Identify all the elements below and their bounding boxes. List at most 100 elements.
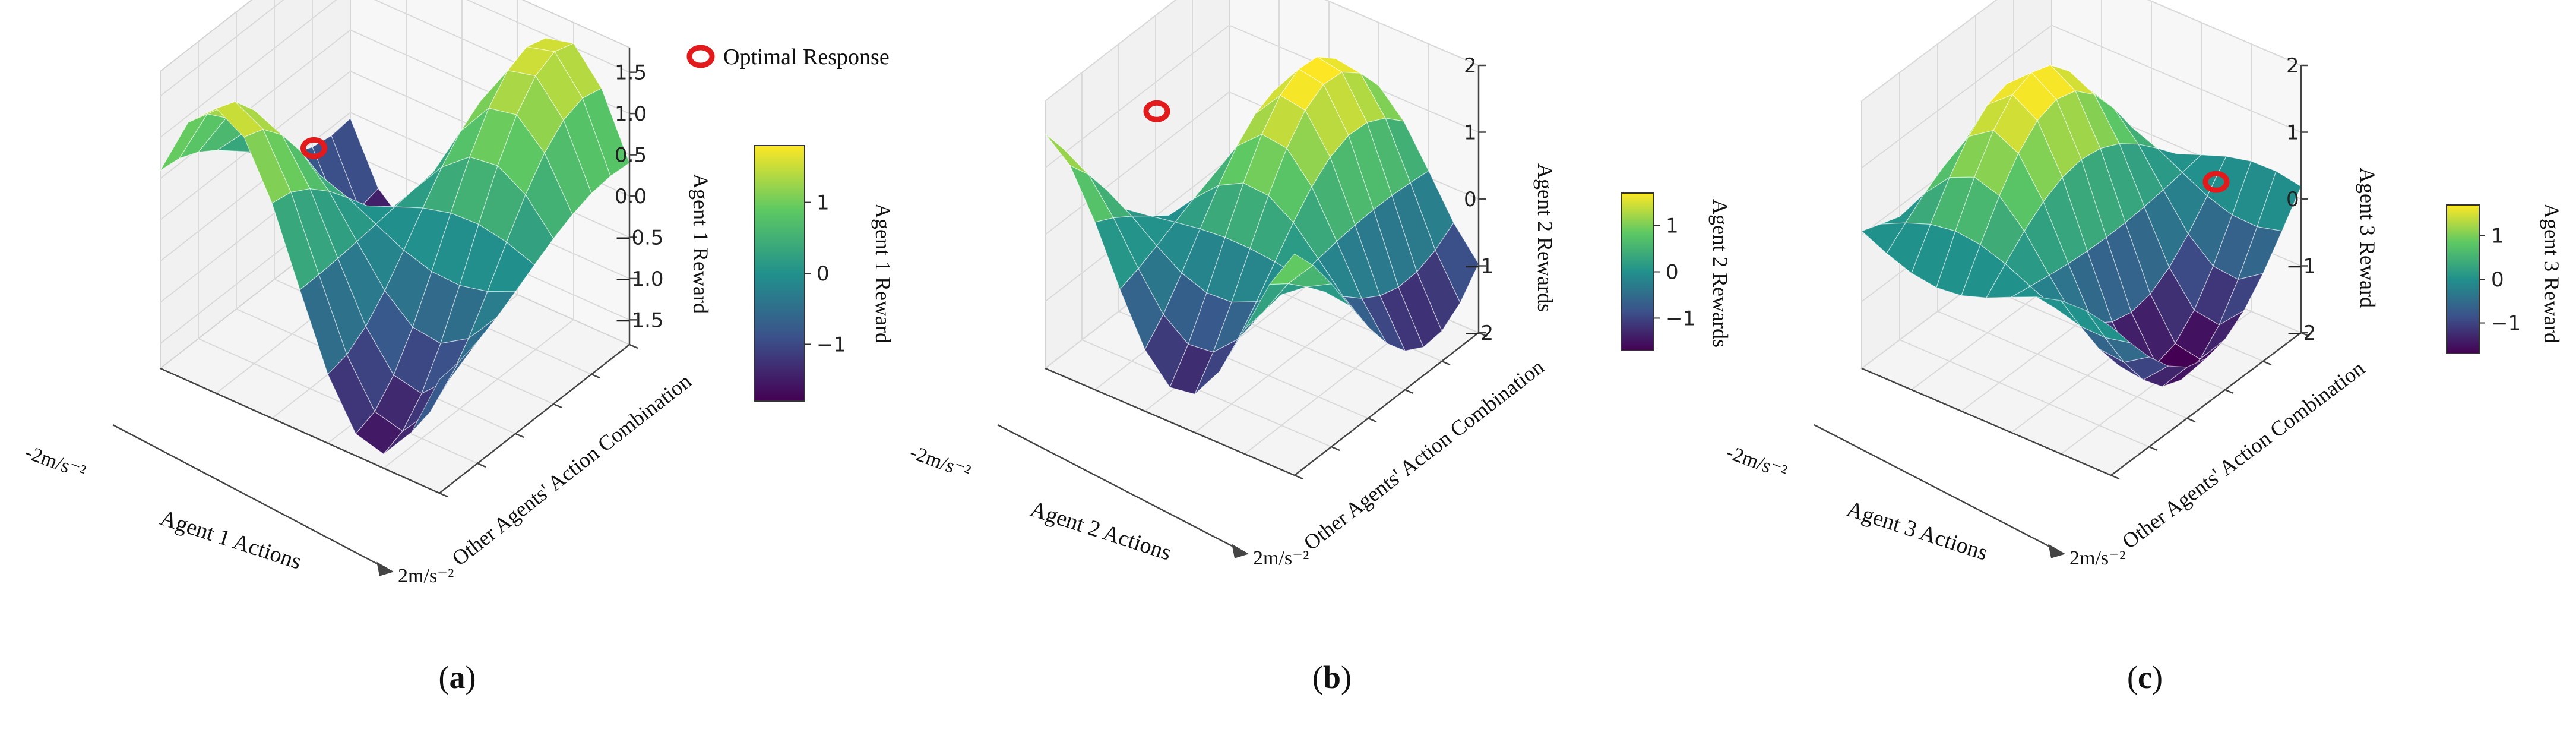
z-tick-label: 1 bbox=[1464, 121, 1477, 145]
z-tick-label: 2 bbox=[2286, 54, 2299, 78]
z-ticks: 2 1 0 −1 −2 bbox=[1464, 54, 1493, 345]
x-arrow-line bbox=[997, 424, 1248, 555]
panel-letter: c bbox=[2138, 659, 2152, 695]
y-axis-line bbox=[439, 344, 630, 494]
grid-line bbox=[1324, 0, 1479, 66]
y-tick bbox=[2224, 389, 2234, 395]
colorbar-label: Agent 1 Reward bbox=[871, 203, 895, 343]
grid-line bbox=[383, 319, 574, 469]
z-axis-label: Agent 1 Reward bbox=[689, 173, 713, 314]
z-tick-label: −1.0 bbox=[615, 267, 664, 291]
z-tick-label: −1 bbox=[1464, 255, 1493, 279]
y-tick bbox=[1441, 360, 1451, 366]
grid-line bbox=[1937, 311, 2188, 419]
colorbar bbox=[2446, 204, 2480, 354]
x-axis-label: Agent 3 Actions bbox=[1844, 496, 1991, 565]
z-tick-label: 1.0 bbox=[615, 102, 647, 126]
x-arrow bbox=[1814, 424, 2066, 558]
x-arrow bbox=[112, 424, 394, 576]
grid-line bbox=[2147, 0, 2302, 66]
x-arrow bbox=[997, 424, 1249, 558]
z-tick-label: 2 bbox=[1464, 54, 1477, 78]
z-tick-label: −1 bbox=[2286, 255, 2316, 279]
z-tick-label: −1.5 bbox=[615, 308, 664, 332]
y-tick bbox=[439, 492, 448, 498]
grid-line bbox=[1045, 91, 1230, 235]
optimal-response-marker bbox=[2202, 171, 2230, 193]
surface bbox=[1045, 56, 1479, 395]
legend: Optimal Response bbox=[686, 45, 890, 70]
colorbar bbox=[1621, 192, 1654, 351]
panel-label-a: (a) bbox=[439, 659, 476, 695]
colorbar-tick-label: −1 bbox=[817, 333, 846, 356]
y-tick bbox=[477, 462, 486, 468]
grid-line bbox=[466, 0, 630, 73]
panel-label-b: (b) bbox=[1312, 659, 1352, 695]
panel-c: 2 1 0 −1 −2 Agent 3 Reward -2m/s⁻² 2m/s⁻² Agent … bbox=[1723, 0, 2564, 569]
colorbar-tick-label: 0 bbox=[1666, 261, 1679, 285]
grid-line bbox=[1194, 289, 1379, 433]
svg-text:(c): (c) bbox=[2127, 659, 2163, 695]
z-tick-label: 0 bbox=[2286, 188, 2299, 212]
panel-label-c: (c) bbox=[2127, 659, 2163, 695]
z-tick-label: −2 bbox=[2286, 321, 2316, 345]
y-tick bbox=[2148, 446, 2158, 452]
surface bbox=[1860, 64, 2302, 387]
y-axis-line bbox=[1294, 332, 1479, 476]
x-max-label: 2m/s⁻² bbox=[398, 565, 454, 587]
surface-patch bbox=[2086, 310, 2131, 343]
panel-letter: a bbox=[450, 659, 466, 695]
grid-line bbox=[160, 0, 284, 97]
grid-line bbox=[198, 338, 478, 464]
grid-line bbox=[1045, 24, 1230, 169]
colorbar-tick-label: −1 bbox=[1666, 307, 1695, 330]
z-tick-label: 0.5 bbox=[615, 144, 647, 168]
x-axis-label: Agent 1 Actions bbox=[157, 505, 305, 574]
x-axis-line bbox=[1045, 367, 1295, 476]
x-arrow-head bbox=[1232, 544, 1249, 558]
x-min-label: -2m/s⁻² bbox=[907, 441, 973, 484]
surface-patch bbox=[411, 362, 459, 433]
x-arrow-head bbox=[2048, 544, 2066, 558]
panel-a: 1.5 1.0 0.5 0.0 −0.5 −1.0 −1.5 Agent 1 Reward -2… bbox=[22, 0, 895, 587]
x-max-label: 2m/s⁻² bbox=[2069, 547, 2125, 569]
colorbar-tick-label: −1 bbox=[2491, 312, 2521, 336]
colorbar-tick-label: 0 bbox=[817, 262, 830, 286]
svg-text:(a): (a) bbox=[439, 659, 476, 695]
y-tick bbox=[553, 403, 562, 409]
surface-patch bbox=[1268, 253, 1314, 285]
svg-text:(b): (b) bbox=[1312, 659, 1352, 695]
x-axis-label: Agent 2 Actions bbox=[1027, 496, 1175, 565]
y-tick bbox=[1368, 417, 1377, 423]
colorbar-tick-label: 1 bbox=[2491, 224, 2504, 248]
x-arrow-line bbox=[112, 424, 393, 573]
x-min-label: -2m/s⁻² bbox=[1723, 441, 1790, 484]
grid-line bbox=[1045, 0, 1177, 102]
y-tick bbox=[1404, 389, 1414, 395]
z-tick-label: 1.5 bbox=[615, 61, 647, 85]
z-tick-label: 0.0 bbox=[615, 185, 647, 209]
z-axis-label: Agent 2 Rewards bbox=[1533, 163, 1557, 312]
grid-line bbox=[160, 0, 337, 138]
y-tick bbox=[629, 343, 638, 349]
x-axis-line bbox=[160, 367, 440, 494]
grid-line bbox=[160, 112, 351, 262]
grid-line bbox=[1861, 24, 2052, 169]
colorbar bbox=[754, 145, 805, 402]
z-axis-label: Agent 3 Reward bbox=[2356, 168, 2379, 308]
legend-label: Optimal Response bbox=[723, 45, 890, 70]
panel-b: 2 1 0 −1 −2 Agent 2 Rewards -2m/s⁻² 2m/s⁻² Agent… bbox=[907, 0, 1732, 569]
x-min-label: -2m/s⁻² bbox=[22, 441, 88, 484]
z-tick-label: 1 bbox=[2286, 121, 2299, 145]
x-max-label: 2m/s⁻² bbox=[1253, 547, 1309, 569]
z-ticks: 2 1 0 −1 −2 bbox=[2286, 54, 2316, 345]
y-tick bbox=[2110, 474, 2120, 480]
z-ticks: 1.5 1.0 0.5 0.0 −0.5 −1.0 −1.5 bbox=[615, 61, 664, 333]
optimal-response-marker bbox=[1143, 100, 1170, 122]
x-arrow-head bbox=[376, 561, 394, 576]
x-axis-line bbox=[1861, 367, 2112, 476]
y-tick bbox=[515, 433, 524, 438]
y-tick bbox=[1294, 474, 1303, 480]
x-arrow-line bbox=[1814, 424, 2064, 555]
grid-line bbox=[1861, 0, 1998, 102]
